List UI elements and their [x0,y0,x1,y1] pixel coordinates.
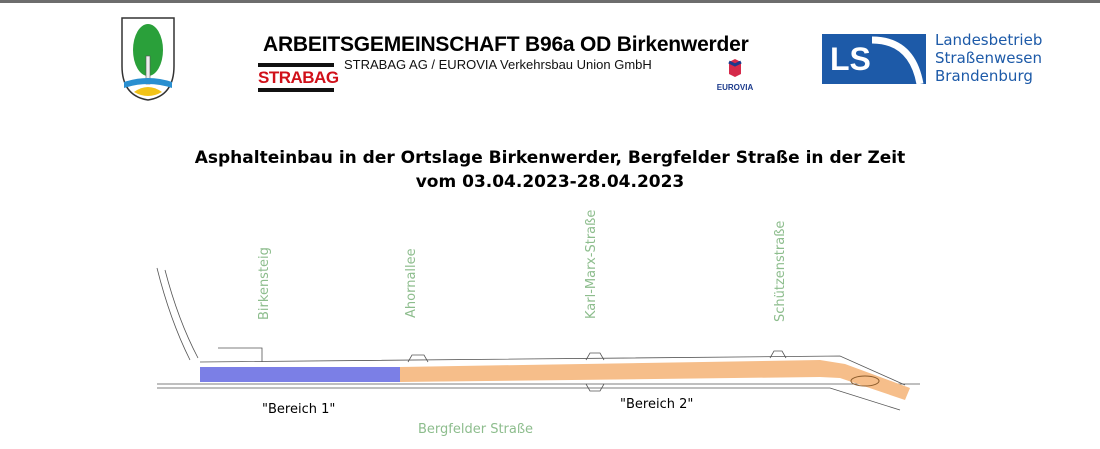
road-outline [156,267,920,411]
ls-logo: LS [822,34,926,84]
header-title: ARBEITSGEMEINSCHAFT B96a OD Birkenwerder [263,33,749,56]
area-label-bereich-2: "Bereich 2" [620,397,694,412]
ls-text-line: Straßenwesen [935,49,1042,67]
ls-text-line: Landesbetrieb [935,31,1043,49]
ls-road-swoosh-icon [872,36,924,84]
birkenwerder-coat-of-arms-logo [121,17,175,101]
heading-line-1: Asphalteinbau in der Ortslage Birkenwerd… [194,148,906,168]
header-subtitle: STRABAG AG / EUROVIA Verkehrsbau Union G… [344,57,652,72]
eurovia-cube-icon [728,59,742,77]
bereich-1-area [200,367,400,382]
ls-text-line: Brandenburg [935,67,1033,85]
strabag-logo-text: STRABAG [258,68,339,87]
heading-line-2: vom 03.04.2023-28.04.2023 [415,172,685,192]
roundabout-island [850,375,880,387]
eurovia-logo-text: EUROVIA [716,83,754,92]
top-border [0,0,1100,3]
eurovia-logo: EUROVIA [700,58,770,92]
main-street-label: Bergfelder Straße [418,422,534,437]
page-heading: Asphalteinbau in der Ortslage Birkenwerd… [0,146,1100,194]
ls-organization-name: Landesbetrieb Straßenwesen Brandenburg [935,31,1042,85]
strabag-logo: STRABAG [258,61,339,94]
bereich-2-area [400,360,910,400]
area-label-bereich-1: "Bereich 1" [262,402,336,417]
ls-logo-text: LS [830,41,871,77]
